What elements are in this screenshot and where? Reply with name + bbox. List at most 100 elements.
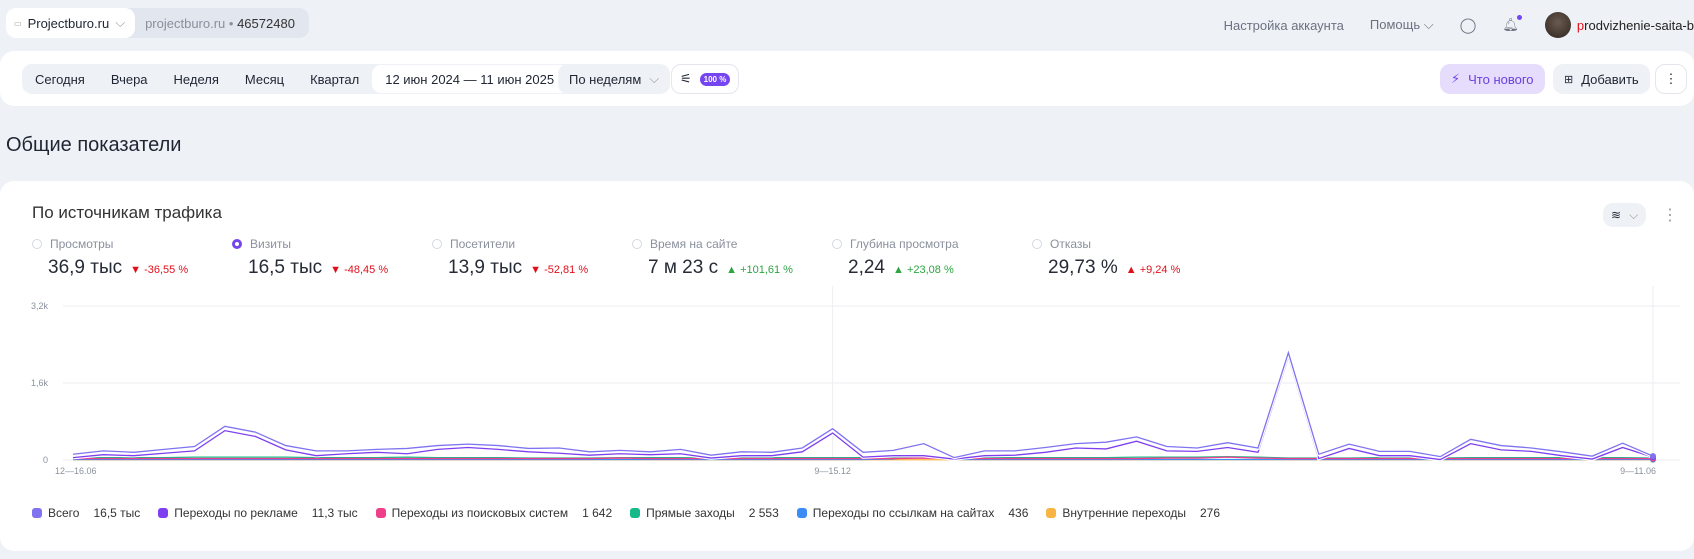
legend-total: 16,5 тыс (93, 506, 141, 520)
username: rodvizhenie-saita-b (1584, 17, 1694, 33)
x-tick-label: 9—15.12 (814, 466, 851, 476)
metric-tab[interactable]: Время на сайте 7 м 23 с ▲ +101,61 % (632, 237, 793, 279)
y-tick-label: 1,6k (31, 378, 49, 388)
legend-label: Прямые заходы (646, 506, 735, 520)
metric-delta-value: +9,24 % (1139, 264, 1181, 276)
site-favicon-icon: ▭ (14, 18, 22, 28)
metric-tab[interactable]: Глубина просмотра 2,24 ▲ +23,08 % (832, 237, 959, 279)
period-today[interactable]: Сегодня (35, 71, 85, 87)
metric-delta: ▼ -36,55 % (130, 264, 188, 276)
checkbox-icon[interactable] (375, 508, 386, 518)
legend-label: Всего (48, 506, 80, 520)
data-point[interactable] (1650, 453, 1656, 460)
checkbox-icon[interactable] (32, 508, 42, 518)
metric-tab[interactable]: Отказы 29,73 % ▲ +9,24 % (1032, 237, 1180, 279)
y-tick-label: 3,2k (31, 301, 49, 311)
arrow-down-icon: ▼ (130, 264, 142, 276)
metric-value: 13,9 тыс (448, 257, 523, 278)
page-title: Общие показатели (6, 134, 182, 156)
legend-total: 436 (1008, 506, 1029, 520)
legend-item[interactable]: Переходы по рекламе 11,3 тыс (158, 506, 358, 520)
more-menu-button[interactable]: ⋮ (1655, 64, 1687, 94)
sampling-badge: 100 % (699, 72, 731, 86)
legend-item[interactable]: Внутренние переходы 276 (1046, 506, 1220, 520)
legend-item[interactable]: Переходы из поисковых систем 1 642 (375, 506, 612, 520)
widget-title: По источникам трафика (32, 203, 222, 222)
period-week[interactable]: Неделя (173, 71, 219, 87)
metric-radio[interactable] (32, 239, 42, 249)
legend-label: Переходы по ссылкам на сайтах (812, 506, 995, 520)
chevron-down-icon: ⌵ (649, 71, 660, 86)
counter-selector[interactable]: ▭ Projectburo.ru ⌵ projectburo.ru • 4657… (6, 8, 309, 38)
add-label: Добавить (1581, 71, 1639, 87)
period-month[interactable]: Месяц (244, 71, 285, 87)
checkbox-icon[interactable] (1046, 508, 1057, 518)
legend-item[interactable]: Прямые заходы 2 553 (630, 506, 779, 520)
user-menu[interactable]: prodvizhenie-saita-b (1544, 12, 1694, 38)
metric-label: Отказы (1050, 237, 1092, 251)
line-chart-icon: ≋ (1611, 208, 1622, 222)
metric-delta: ▲ +9,24 % (1126, 264, 1181, 276)
checkbox-icon[interactable] (158, 508, 169, 518)
metric-label: Визиты (250, 237, 292, 251)
metric-radio[interactable] (832, 239, 842, 249)
widget-more-icon[interactable]: ⋮ (1662, 207, 1678, 224)
bell-icon[interactable]: 🔔︎ (1502, 15, 1522, 33)
counter-name: Projectburo.ru (27, 15, 110, 31)
chevron-down-icon: ⌵ (1629, 207, 1639, 222)
y-tick-label: 0 (43, 455, 48, 465)
sampling-button[interactable]: ⚟ 100 % (671, 64, 740, 94)
metric-radio[interactable] (432, 239, 442, 249)
period-quarter[interactable]: Квартал (310, 71, 360, 87)
chart-type-select[interactable]: ≋ ⌵ (1603, 203, 1647, 227)
counter-domain: projectburo.ru (145, 15, 226, 31)
chevron-down-icon: ⌵ (115, 15, 126, 30)
metric-radio[interactable] (632, 239, 642, 249)
lightning-icon: ⚡︎ (1451, 71, 1461, 86)
series-line (72, 354, 1654, 461)
metric-radio[interactable] (1032, 239, 1042, 249)
legend-label: Внутренние переходы (1062, 506, 1186, 520)
x-tick-label: 12—16.06 (55, 466, 97, 476)
whats-new-label: Что нового (1468, 71, 1534, 87)
chevron-down-icon: ⌵ (1423, 17, 1434, 32)
grouping-select[interactable]: По неделям ⌵ (558, 64, 671, 94)
series-line (73, 455, 1653, 461)
metric-delta: ▲ +101,61 % (726, 264, 793, 276)
metric-radio[interactable] (232, 239, 242, 249)
metric-delta: ▼ -48,45 % (330, 264, 388, 276)
metric-tab[interactable]: Посетители 13,9 тыс ▼ -52,81 % (432, 237, 588, 279)
legend-item[interactable]: Всего 16,5 тыс (32, 506, 140, 520)
sliders-icon: ⚟ (680, 71, 692, 86)
series-halo (72, 350, 1654, 462)
metric-delta-value: -36,55 % (144, 264, 189, 276)
add-button[interactable]: ⊞ Добавить (1553, 64, 1650, 94)
chat-icon[interactable]: ◯ (1459, 17, 1477, 34)
metric-label: Глубина просмотра (850, 237, 959, 251)
metric-value: 36,9 тыс (48, 257, 123, 278)
legend-total: 2 553 (748, 506, 779, 520)
metric-value: 16,5 тыс (248, 257, 323, 278)
checkbox-icon[interactable] (630, 508, 641, 518)
legend-item[interactable]: Переходы по ссылкам на сайтах 436 (796, 506, 1029, 520)
toolbar: Сегодня Вчера Неделя Месяц Квартал 12 ию… (0, 51, 1694, 106)
metric-delta: ▲ +23,08 % (893, 264, 954, 276)
metric-delta-value: +23,08 % (906, 264, 954, 276)
period-yesterday[interactable]: Вчера (110, 71, 148, 87)
help-menu[interactable]: Помощь ⌵ (1370, 17, 1434, 33)
date-range-picker[interactable]: 12 июн 2024 — 11 июн 2025⌵ (372, 65, 585, 93)
metric-tab[interactable]: Просмотры 36,9 тыс ▼ -36,55 % (32, 237, 188, 279)
metric-value: 29,73 % (1048, 257, 1118, 278)
account-settings-link[interactable]: Настройка аккаунта (1223, 17, 1344, 33)
metric-tab[interactable]: Визиты 16,5 тыс ▼ -48,45 % (232, 237, 388, 279)
grouping-label: По неделям (569, 71, 642, 87)
more-vertical-icon: ⋮ (1664, 71, 1678, 86)
metric-value: 2,24 (848, 257, 885, 278)
avatar (1544, 12, 1571, 38)
whats-new-button[interactable]: ⚡︎ Что нового (1440, 64, 1545, 94)
metric-label: Посетители (450, 237, 516, 251)
checkbox-icon[interactable] (796, 508, 807, 518)
metric-label: Просмотры (50, 237, 114, 251)
arrow-down-icon: ▼ (330, 264, 342, 276)
metric-delta-value: -52,81 % (544, 264, 589, 276)
